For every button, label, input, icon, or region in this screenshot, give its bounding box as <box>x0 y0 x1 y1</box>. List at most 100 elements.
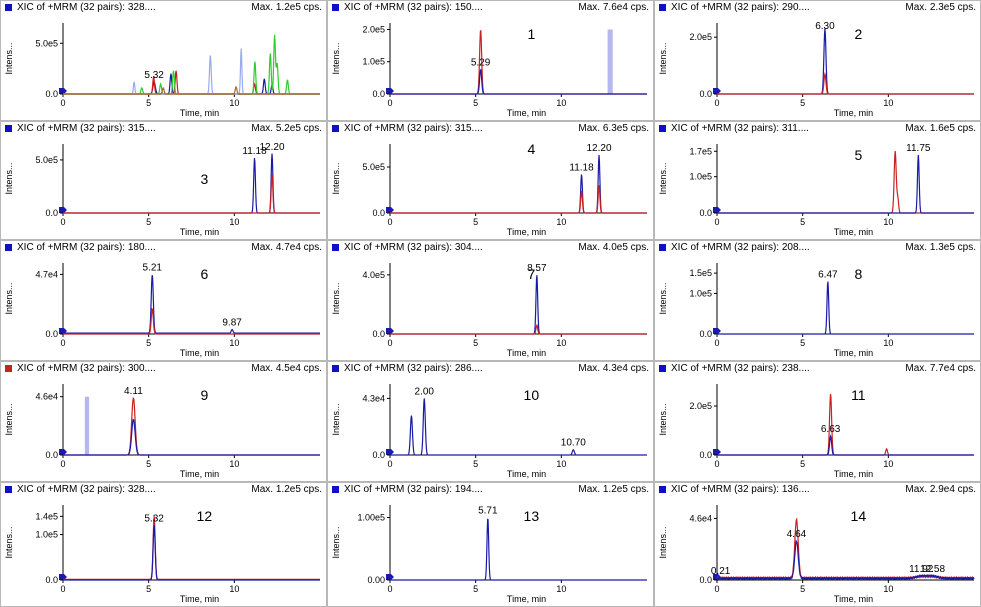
max-intensity-label: Max. 7.7e4 cps. <box>905 363 976 374</box>
y-tick-label: 0.0 <box>699 89 712 99</box>
x-tick-label: 5 <box>800 584 805 594</box>
chromatogram-plot: Intens... 0 5 10 Time, min 5.0e5 0.0 11.18 12.20… <box>331 141 647 237</box>
panel-header: XIC of +MRM (32 pairs): 328.... Max. 1.2e… <box>1 1 326 15</box>
axis-marker-icon <box>386 449 394 455</box>
series-trace <box>63 153 320 214</box>
x-tick-label: 5 <box>800 217 805 227</box>
axis-marker-icon <box>713 207 721 213</box>
x-axis-label: Time, min <box>507 108 546 118</box>
panel-header: XIC of +MRM (32 pairs): 304.... Max. 4.0e… <box>328 241 653 255</box>
x-axis-label: Time, min <box>507 348 546 358</box>
panel-header: XIC of +MRM (32 pairs): 328.... Max. 1.2e… <box>1 483 326 497</box>
panel-title: XIC of +MRM (32 pairs): 238.... <box>671 363 810 374</box>
max-intensity-label: Max. 5.2e5 cps. <box>251 123 322 134</box>
x-tick-label: 5 <box>473 338 478 348</box>
panel-title: XIC of +MRM (32 pairs): 315.... <box>17 123 156 134</box>
x-tick-label: 10 <box>556 217 566 227</box>
y-axis-label: Intens... <box>658 403 668 435</box>
max-intensity-label: Max. 1.6e5 cps. <box>905 123 976 134</box>
x-tick-label: 0 <box>387 98 392 108</box>
highlight-band <box>84 396 90 455</box>
y-tick-label: 4.6e4 <box>35 392 58 402</box>
y-tick-label: 0.0 <box>372 329 385 339</box>
panel-number: 5 <box>854 147 862 163</box>
trace-color-square-icon <box>659 365 666 372</box>
x-tick-label: 10 <box>556 459 566 469</box>
peak-label: 6.63 <box>821 424 841 435</box>
trace-color-square-icon <box>332 486 339 493</box>
panel-title: XIC of +MRM (32 pairs): 150.... <box>344 2 483 13</box>
x-tick-label: 0 <box>387 459 392 469</box>
panel-number: 11 <box>851 387 866 403</box>
chromatogram-plot: Intens... 0 5 10 Time, min 5.0e5 0.0 5.32 <box>4 23 320 118</box>
y-axis-label: Intens... <box>4 526 14 558</box>
axis-marker-icon <box>713 328 721 334</box>
x-tick-label: 5 <box>146 584 151 594</box>
chromatogram-panel: XIC of +MRM (32 pairs): 290.... Max. 2.3e… <box>654 0 981 121</box>
y-axis-label: Intens... <box>658 42 668 74</box>
peak-label: 0.21 <box>711 566 731 577</box>
chromatogram-plot: Intens... 0 5 10 Time, min 4.6e4 0.0 4.11 9 <box>4 384 320 479</box>
highlight-band <box>607 29 613 95</box>
y-tick-label: 2.0e5 <box>689 32 712 42</box>
trace-color-square-icon <box>659 486 666 493</box>
x-tick-label: 10 <box>229 584 239 594</box>
panel-title: XIC of +MRM (32 pairs): 328.... <box>17 2 156 13</box>
x-tick-label: 5 <box>473 459 478 469</box>
chromatogram-panel: XIC of +MRM (32 pairs): 194.... Max. 1.2e… <box>327 482 654 607</box>
y-tick-label: 2.0e5 <box>362 24 385 34</box>
x-axis-label: Time, min <box>180 469 219 479</box>
peak-label: 11.18 <box>242 146 267 157</box>
series-trace <box>717 434 974 456</box>
x-axis-label: Time, min <box>834 594 873 604</box>
panel-title: XIC of +MRM (32 pairs): 136.... <box>671 484 810 495</box>
series-trace <box>717 71 974 95</box>
max-intensity-label: Max. 1.2e5 cps. <box>251 484 322 495</box>
series-trace <box>63 85 320 95</box>
chromatogram-panel: XIC of +MRM (32 pairs): 150.... Max. 7.6e… <box>327 0 654 121</box>
x-tick-label: 10 <box>883 459 893 469</box>
panel-header: XIC of +MRM (32 pairs): 150.... Max. 7.6e… <box>328 1 653 15</box>
panel-number: 7 <box>527 266 535 282</box>
chromatogram-panel: XIC of +MRM (32 pairs): 286.... Max. 4.3e… <box>327 361 654 482</box>
x-axis-label: Time, min <box>507 594 546 604</box>
y-tick-label: 0.0 <box>45 450 58 460</box>
x-tick-label: 10 <box>556 584 566 594</box>
x-tick-label: 10 <box>229 459 239 469</box>
series-trace <box>63 418 320 456</box>
axis-marker-icon <box>59 574 67 580</box>
y-axis-label: Intens... <box>331 42 341 74</box>
series-trace <box>717 393 974 456</box>
x-tick-label: 5 <box>800 338 805 348</box>
y-axis-label: Intens... <box>658 162 668 194</box>
y-tick-label: 5.0e5 <box>35 155 58 165</box>
peak-label: 5.21 <box>143 262 163 273</box>
panel-header: XIC of +MRM (32 pairs): 290.... Max. 2.3e… <box>655 1 980 15</box>
y-tick-label: 0.0 <box>699 575 712 585</box>
series-trace <box>390 185 647 214</box>
y-tick-label: 1.0e5 <box>362 57 385 67</box>
y-tick-label: 0.0 <box>372 89 385 99</box>
series-trace <box>716 539 975 581</box>
chromatogram-plot: Intens... 0 5 10 Time, min 4.3e4 0.0 2.00 10.70 1… <box>331 384 647 479</box>
y-tick-label: 0.0 <box>45 329 58 339</box>
panel-number: 6 <box>200 266 208 282</box>
trace-color-square-icon <box>332 365 339 372</box>
panel-title: XIC of +MRM (32 pairs): 311.... <box>671 123 809 134</box>
y-tick-label: 4.0e5 <box>362 270 385 280</box>
x-tick-label: 5 <box>473 584 478 594</box>
peak-label: 10.70 <box>561 438 586 449</box>
y-tick-label: 0.0 <box>45 89 58 99</box>
y-tick-label: 1.4e5 <box>35 511 58 521</box>
chromatogram-plot: Intens... 0 5 10 Time, min 1.5e5 1.0e5 0.0 6.47 8 <box>658 263 974 358</box>
x-tick-label: 10 <box>556 98 566 108</box>
x-tick-label: 0 <box>387 338 392 348</box>
panel-title: XIC of +MRM (32 pairs): 290.... <box>671 2 810 13</box>
x-tick-label: 10 <box>883 98 893 108</box>
panel-number: 10 <box>524 387 540 403</box>
axis-marker-icon <box>386 574 394 580</box>
y-axis-label: Intens... <box>4 42 14 74</box>
panel-number: 2 <box>854 26 862 42</box>
series-trace <box>63 525 320 581</box>
